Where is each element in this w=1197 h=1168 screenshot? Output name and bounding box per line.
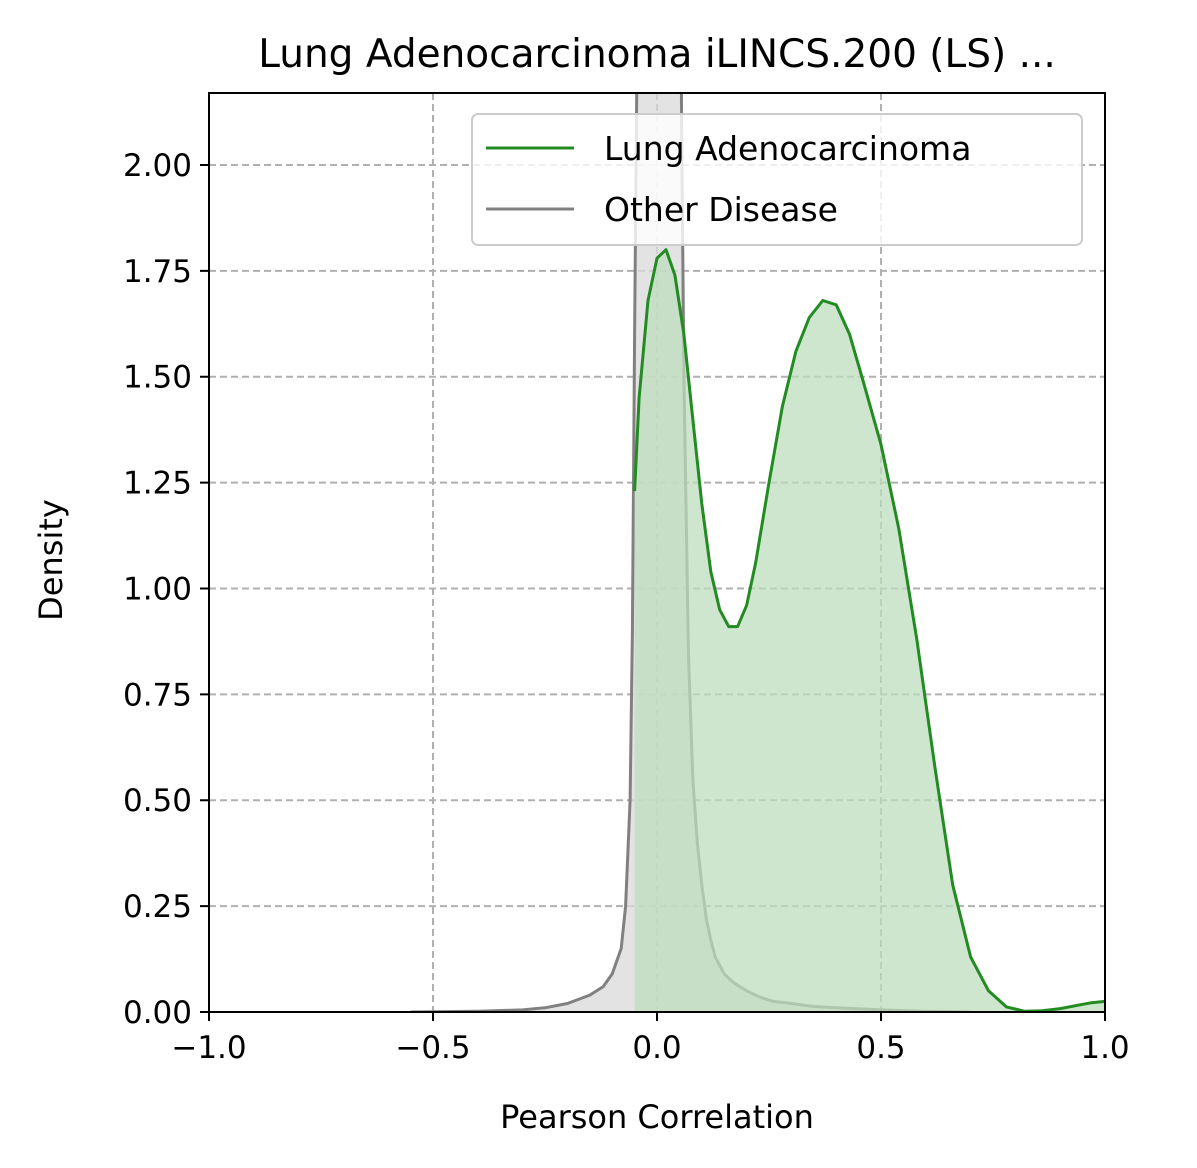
legend-label-other-disease: Other Disease <box>604 190 838 229</box>
y-tick-label: 0.25 <box>123 889 192 925</box>
y-tick-label: 2.00 <box>123 148 192 184</box>
y-tick-label: 0.00 <box>123 995 192 1031</box>
x-tick-label: 0.0 <box>632 1030 681 1066</box>
y-tick-label: 1.75 <box>123 254 192 290</box>
x-tick-label: 1.0 <box>1080 1030 1129 1066</box>
x-tick-label: −1.0 <box>171 1030 246 1066</box>
y-axis-label: Density <box>32 499 70 621</box>
y-tick-label: 1.50 <box>123 360 192 396</box>
y-tick-label: 0.75 <box>123 677 192 713</box>
legend-box <box>471 113 1083 246</box>
line-lung-adenocarcinoma <box>633 248 1105 1012</box>
series-layer <box>410 93 1105 1012</box>
y-tick-label: 1.00 <box>123 571 192 607</box>
area-lung-adenocarcinoma <box>634 249 1105 1012</box>
x-tick-label: 0.5 <box>856 1030 905 1066</box>
x-axis-ticks: −1.0 −0.5 0.0 0.5 1.0 <box>171 1012 1130 1066</box>
legend: Lung Adenocarcinoma Other Disease <box>471 113 1083 246</box>
legend-label-lung-adenocarcinoma: Lung Adenocarcinoma <box>604 129 971 168</box>
y-tick-label: 1.25 <box>123 466 192 502</box>
chart-title: Lung Adenocarcinoma iLINCS.200 (LS) ... <box>258 32 1056 77</box>
x-axis-label: Pearson Correlation <box>500 1098 814 1136</box>
x-tick-label: −0.5 <box>395 1030 470 1066</box>
y-axis-ticks: 0.00 0.25 0.50 0.75 1.00 1.25 1.50 1.75 2.00 <box>123 148 209 1031</box>
y-tick-label: 0.50 <box>123 783 192 819</box>
